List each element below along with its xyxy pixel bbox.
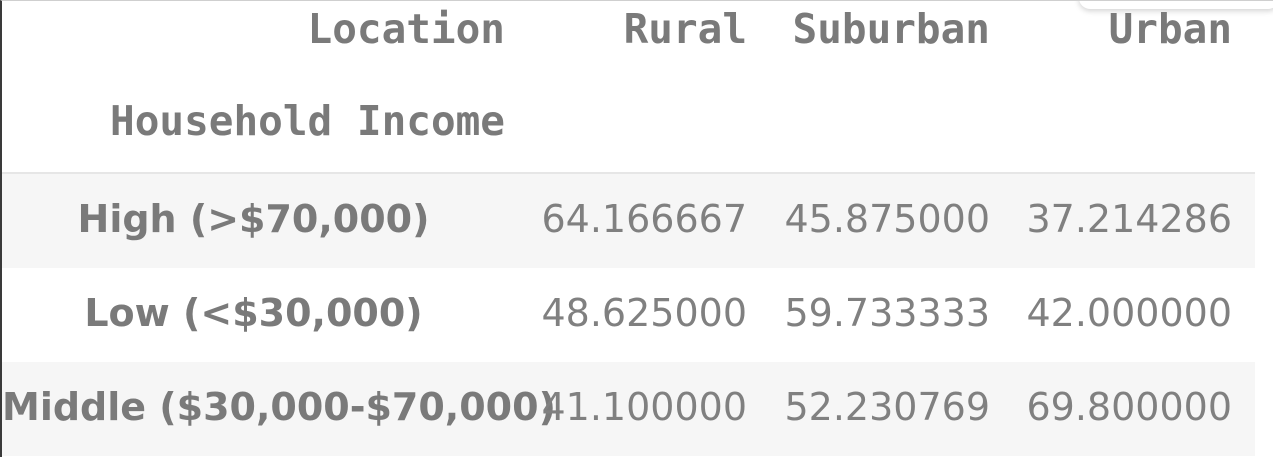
column-header-urban: Urban <box>1108 5 1232 53</box>
table-cell: 64.166667 <box>541 197 748 241</box>
index-name-label: Household Income <box>110 97 505 145</box>
table-cell: 59.733333 <box>784 291 991 335</box>
table-cell: 45.875000 <box>784 197 991 241</box>
data-table: Location Rural Suburban Urban Household … <box>2 1 1255 456</box>
columns-name-label: Location <box>307 5 505 53</box>
row-label: High (>$70,000) <box>77 197 430 241</box>
column-header-rural: Rural <box>623 5 747 53</box>
table-cell: 69.800000 <box>1026 385 1233 429</box>
table-cell: 37.214286 <box>1026 197 1233 241</box>
table-cell: 52.230769 <box>784 385 991 429</box>
row-label: Middle ($30,000-$70,000) <box>2 385 556 429</box>
row-label: Low (<$30,000) <box>84 291 423 335</box>
table-cell: 42.000000 <box>1026 291 1233 335</box>
column-header-row: Location Rural Suburban Urban <box>2 1 1255 95</box>
column-header-suburban: Suburban <box>792 5 990 53</box>
table-cell: 41.100000 <box>541 385 748 429</box>
table-row: Middle ($30,000-$70,000) 41.100000 52.23… <box>2 362 1255 456</box>
table-cell: 48.625000 <box>541 291 748 335</box>
table-row: Low (<$30,000) 48.625000 59.733333 42.00… <box>2 268 1255 362</box>
index-header-row: Household Income <box>2 95 1255 174</box>
toolbar-shadow <box>1079 1 1273 9</box>
table-row: High (>$70,000) 64.166667 45.875000 37.2… <box>2 174 1255 268</box>
